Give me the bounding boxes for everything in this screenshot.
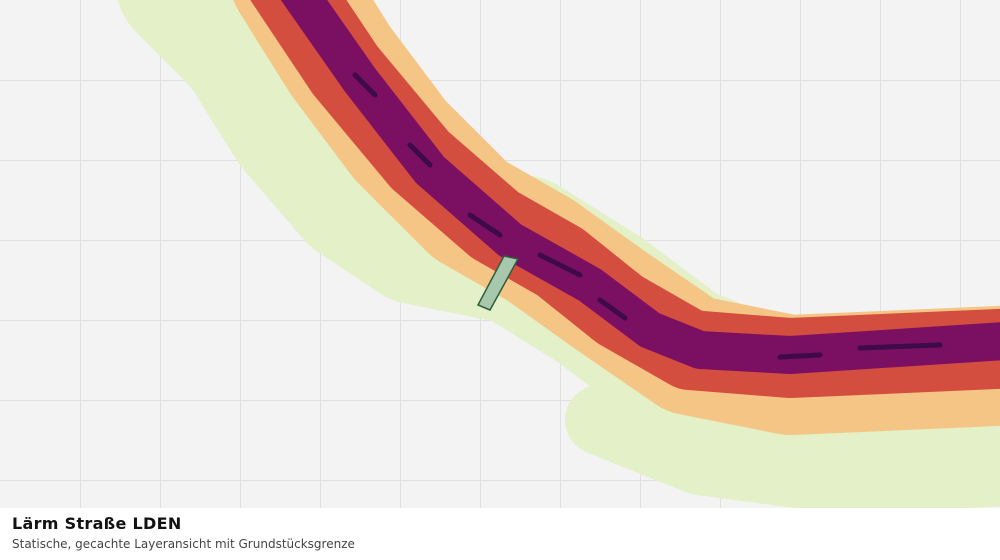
noise-band-75 bbox=[352, 72, 943, 360]
noise-band-55 bbox=[565, 385, 1000, 508]
map-view bbox=[0, 0, 1000, 508]
noise-bands bbox=[117, 0, 1000, 508]
parcel-boundary[interactable] bbox=[476, 255, 520, 311]
caption: Lärm Straße LDEN Statische, gecachte Lay… bbox=[0, 508, 1000, 560]
layer-title: Lärm Straße LDEN bbox=[12, 514, 182, 533]
layer-subtitle: Statische, gecachte Layeransicht mit Gru… bbox=[12, 537, 355, 551]
noise-band-70 bbox=[280, 0, 1000, 374]
